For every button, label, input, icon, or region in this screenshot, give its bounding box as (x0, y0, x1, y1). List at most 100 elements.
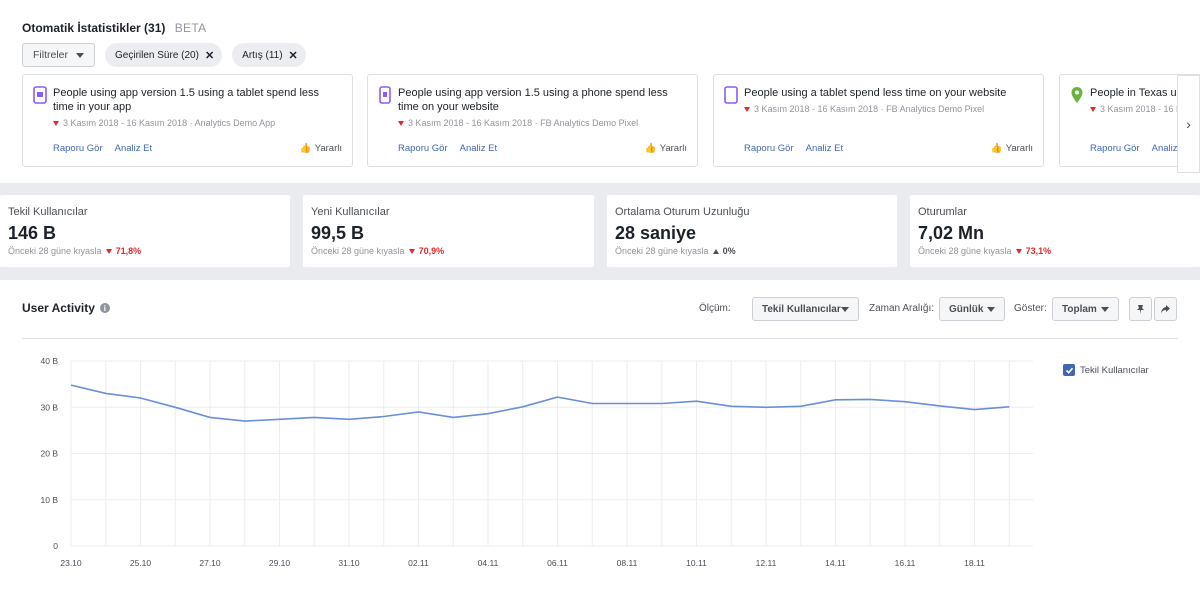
user-activity-title: User Activity i (22, 301, 110, 315)
down-arrow-icon (105, 248, 112, 254)
metric-label: Yeni Kullanıcılar (311, 206, 390, 218)
filters-label: Filtreler (33, 49, 69, 61)
checkbox-icon[interactable] (1063, 364, 1075, 376)
range-dropdown[interactable]: Günlük (939, 297, 1005, 321)
range-label: Zaman Aralığı: (869, 303, 935, 314)
analyze-link[interactable]: Analiz E (1151, 143, 1187, 154)
metric-change: 71,8% (115, 246, 142, 256)
thumbs-up-icon: 👍 (644, 143, 657, 154)
analyze-link[interactable]: Analiz Et (114, 143, 153, 154)
x-tick-label: 14.11 (825, 558, 846, 568)
filters-dropdown[interactable]: Filtreler (22, 43, 96, 67)
insights-title: Otomatik İstatistikler (31) (22, 21, 166, 35)
metric-change: 0% (722, 246, 736, 256)
close-icon[interactable]: ✕ (288, 49, 298, 62)
user-activity-chart[interactable]: 0 10 B 20 B 30 B 40 B 23.10 25.10 27.10 29.10 31… (0, 345, 1200, 599)
card-date: 3 Kasım 2018 - 16 Kasım (1090, 104, 1200, 114)
metric-label: Oturumlar (918, 206, 967, 218)
chevron-down-icon (1101, 306, 1109, 312)
useful-button[interactable]: 👍 Yararlı (299, 143, 342, 154)
chart-legend[interactable]: Tekil Kullanıcılar (1063, 364, 1149, 376)
analyze-link[interactable]: Analiz Et (805, 143, 844, 154)
down-arrow-icon (408, 248, 415, 254)
insight-card[interactable]: People using app version 1.5 using a pho… (367, 74, 698, 167)
x-tick-label: 16.11 (895, 558, 916, 568)
y-tick-label: 40 B (41, 356, 59, 366)
x-tick-label: 27.10 (199, 558, 221, 568)
useful-button[interactable]: 👍 Yararlı (644, 143, 687, 154)
measure-label: Ölçüm: (699, 303, 731, 314)
location-pin-icon (1071, 87, 1083, 103)
down-arrow-icon (53, 120, 59, 126)
section-divider (22, 338, 1178, 339)
x-tick-label: 18.11 (964, 558, 985, 568)
metric-card-sessions[interactable]: Oturumlar 7,02 Mn Önceki 28 güne kıyasla… (910, 195, 1200, 267)
metric-value: 28 saniye (615, 223, 697, 243)
insight-cards: People using app version 1.5 using a tab… (22, 74, 1200, 167)
metric-value: 7,02 Mn (918, 223, 985, 243)
chevron-right-icon[interactable]: › (1177, 75, 1200, 173)
view-report-link[interactable]: Raporu Gör (398, 143, 448, 154)
chip-label: Artış (11) (242, 49, 283, 61)
metric-card-new-users[interactable]: Yeni Kullanıcılar 99,5 B Önceki 28 güne … (303, 195, 594, 267)
x-tick-label: 10.11 (686, 558, 707, 568)
metric-comparison: Önceki 28 güne kıyasla 0% (615, 246, 736, 256)
metric-change: 73,1% (1025, 246, 1052, 256)
show-dropdown[interactable]: Toplam (1052, 297, 1119, 321)
y-tick-label: 0 (53, 541, 58, 551)
share-button[interactable] (1154, 297, 1177, 321)
insights-header: Otomatik İstatistikler (31) BETA (22, 21, 206, 35)
insight-card[interactable]: People using a tablet spend less time on… (713, 74, 1044, 167)
useful-button[interactable]: 👍 Yararlı (990, 143, 1033, 154)
share-icon (1161, 304, 1170, 313)
up-arrow-icon (712, 248, 719, 254)
x-tick-label: 12.11 (756, 558, 777, 568)
metric-label: Tekil Kullanıcılar (8, 206, 88, 218)
pin-icon (1137, 304, 1144, 314)
series-line-unique-users (70, 384, 1010, 422)
x-tick-label: 06.11 (547, 558, 568, 568)
x-tick-label: 04.11 (478, 558, 499, 568)
metrics-strip: Tekil Kullanıcılar 146 B Önceki 28 güne … (0, 183, 1200, 280)
legend-label: Tekil Kullanıcılar (1080, 364, 1149, 376)
filter-chip-duration[interactable]: Geçirilen Süre (20) ✕ (105, 43, 223, 67)
thumbs-up-icon: 👍 (299, 143, 312, 154)
x-tick-label: 31.10 (338, 558, 360, 568)
thumbs-up-icon: 👍 (990, 143, 1003, 154)
card-title: People using app version 1.5 using a tab… (53, 87, 320, 113)
show-label: Göster: (1014, 303, 1047, 314)
close-icon[interactable]: ✕ (204, 49, 215, 62)
measure-dropdown[interactable]: Tekil Kullanıcılar (752, 297, 859, 321)
down-arrow-icon (1090, 106, 1096, 112)
pin-button[interactable] (1129, 297, 1152, 321)
analyze-link[interactable]: Analiz Et (459, 143, 498, 154)
metric-value: 99,5 B (311, 223, 365, 243)
view-report-link[interactable]: Raporu Gör (1090, 143, 1140, 154)
info-icon[interactable]: i (99, 303, 110, 313)
metric-change: 70,9% (418, 246, 445, 256)
y-tick-label: 10 B (41, 495, 59, 505)
metric-card-avg-session[interactable]: Ortalama Oturum Uzunluğu 28 saniye Öncek… (607, 195, 897, 267)
y-tick-label: 30 B (41, 402, 59, 412)
view-report-link[interactable]: Raporu Gör (744, 143, 794, 154)
insight-card[interactable]: People in Texas us 3 Kasım 2018 - 16 Kas… (1059, 74, 1200, 167)
x-tick-label: 25.10 (130, 558, 152, 568)
view-report-link[interactable]: Raporu Gör (53, 143, 103, 154)
metric-card-unique-users[interactable]: Tekil Kullanıcılar 146 B Önceki 28 güne … (0, 195, 290, 267)
down-arrow-icon (744, 106, 750, 112)
metric-label: Ortalama Oturum Uzunluğu (615, 206, 750, 218)
chevron-down-icon (987, 306, 995, 312)
card-title: People using app version 1.5 using a pho… (398, 87, 668, 113)
filter-chip-growth[interactable]: Artış (11) ✕ (232, 43, 306, 67)
filter-bar: Filtreler Geçirilen Süre (20) ✕ Artış (1… (22, 43, 306, 67)
x-tick-label: 29.10 (269, 558, 291, 568)
card-date: 3 Kasım 2018 - 16 Kasım 2018 · FB Analyt… (398, 118, 638, 128)
beta-badge: BETA (174, 21, 207, 35)
y-tick-label: 20 B (41, 449, 59, 459)
down-arrow-icon (1015, 248, 1022, 254)
card-title: People using a tablet spend less time on… (744, 87, 1007, 99)
metric-comparison: Önceki 28 güne kıyasla 73,1% (918, 246, 1052, 256)
insight-card[interactable]: People using app version 1.5 using a tab… (22, 74, 353, 167)
metric-comparison: Önceki 28 güne kıyasla 71,8% (8, 246, 142, 256)
card-title: People in Texas us (1090, 87, 1183, 99)
